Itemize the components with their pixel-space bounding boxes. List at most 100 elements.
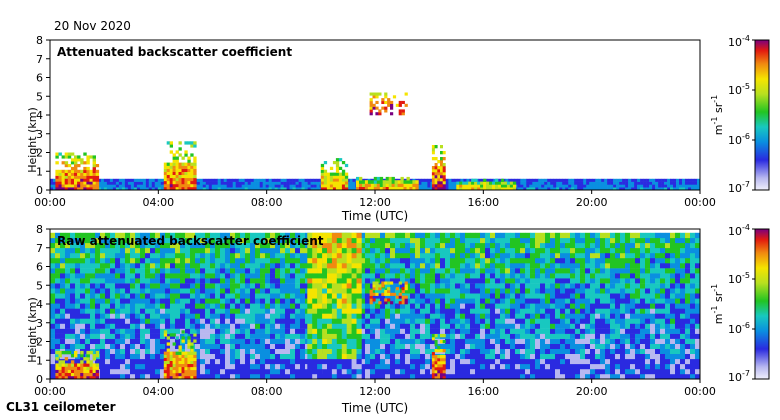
heatmap-cell	[202, 181, 207, 185]
heatmap-cell	[170, 263, 176, 269]
heatmap-cell	[225, 368, 231, 375]
heatmap-cell	[115, 328, 121, 334]
heatmap-cell	[570, 242, 576, 249]
heatmap-cell	[694, 187, 698, 191]
heatmap-cell	[580, 358, 586, 365]
heatmap-cell	[485, 358, 491, 365]
heatmap-cell	[500, 278, 506, 284]
heatmap-cell	[435, 242, 441, 249]
heatmap-cell	[135, 318, 141, 324]
heatmap-cell	[370, 247, 376, 254]
heatmap-cell	[520, 252, 526, 259]
heatmap-cell	[220, 278, 226, 284]
heatmap-cell	[115, 258, 121, 264]
heatmap-cell	[595, 258, 601, 264]
heatmap-cell	[440, 160, 443, 164]
heatmap-cell	[335, 163, 340, 168]
heatmap-cell	[585, 374, 591, 380]
heatmap-cell	[210, 343, 216, 349]
heatmap-cell	[110, 258, 116, 264]
heatmap-cell	[598, 178, 602, 182]
heatmap-cell	[256, 178, 260, 182]
heatmap-cell	[664, 184, 668, 188]
heatmap-cell	[457, 178, 461, 182]
heatmap-cell	[187, 168, 191, 172]
heatmap-cell	[560, 338, 566, 344]
heatmap-cell	[275, 323, 281, 329]
heatmap-cell	[455, 258, 461, 264]
heatmap-cell	[570, 328, 576, 334]
heatmap-cell	[280, 283, 286, 289]
heatmap-cell	[115, 237, 121, 244]
heatmap-cell	[265, 181, 269, 185]
heatmap-cell	[150, 293, 156, 299]
heatmap-marks-2	[50, 232, 701, 380]
heatmap-cell	[380, 353, 386, 360]
heatmap-cell	[625, 338, 631, 344]
heatmap-cell	[375, 273, 381, 279]
heatmap-cell	[180, 313, 186, 319]
heatmap-cell	[160, 242, 166, 249]
heatmap-cell	[360, 374, 366, 380]
heatmap-cell	[585, 353, 591, 360]
heatmap-cell	[225, 293, 231, 299]
heatmap-cell	[190, 183, 194, 188]
heatmap-cell	[450, 333, 456, 339]
heatmap-cell	[247, 181, 251, 185]
heatmap-cell	[589, 187, 593, 191]
heatmap-cell	[225, 353, 231, 360]
heatmap-cell	[580, 343, 586, 349]
heatmap-cell	[268, 187, 272, 191]
heatmap-cell	[525, 308, 531, 314]
heatmap-cell	[525, 232, 531, 239]
heatmap-cell	[570, 358, 576, 365]
heatmap-cell	[60, 298, 66, 304]
heatmap-cell	[485, 343, 491, 349]
heatmap-cell	[75, 343, 81, 349]
heatmap-cell	[295, 268, 301, 274]
heatmap-cell	[255, 343, 261, 349]
heatmap-cell	[226, 178, 230, 182]
heatmap-cell	[540, 278, 546, 284]
heatmap-cell	[390, 358, 396, 365]
heatmap-cell	[470, 237, 476, 244]
heatmap-cell	[485, 303, 491, 309]
heatmap-cell	[120, 338, 126, 344]
heatmap-cell	[430, 278, 436, 284]
heatmap-cell	[451, 178, 455, 182]
heatmap-cell	[145, 298, 151, 304]
heatmap-cell	[150, 368, 156, 375]
heatmap-cell	[85, 313, 91, 319]
heatmap-cell	[380, 313, 386, 319]
heatmap-cell	[155, 252, 161, 259]
heatmap-cell	[285, 247, 291, 254]
heatmap-cell	[244, 178, 248, 182]
heatmap-cell	[50, 358, 56, 365]
heatmap-cell	[160, 343, 166, 349]
heatmap-cell	[388, 180, 392, 184]
heatmap-cell	[650, 338, 656, 344]
heatmap-cell	[332, 187, 337, 191]
heatmap-cell	[462, 181, 466, 185]
heatmap-cell	[235, 343, 241, 349]
heatmap-cell	[505, 288, 511, 294]
heatmap-cell	[220, 283, 226, 289]
heatmap-cell	[455, 338, 461, 344]
heatmap-cell	[500, 303, 506, 309]
heatmap-cell	[298, 184, 302, 188]
heatmap-cell	[55, 232, 61, 239]
heatmap-cell	[398, 100, 402, 104]
heatmap-cell	[75, 313, 81, 319]
heatmap-cell	[360, 242, 366, 249]
heatmap-cell	[435, 278, 441, 284]
heatmap-cell	[391, 183, 395, 187]
heatmap-cell	[181, 162, 185, 166]
heatmap-cell	[565, 353, 571, 360]
heatmap-cell	[255, 358, 261, 365]
heatmap-cell	[223, 181, 227, 185]
heatmap-cell	[385, 263, 391, 269]
heatmap-cell	[645, 343, 651, 349]
heatmap-cell	[646, 181, 650, 185]
heatmap-cell	[229, 178, 233, 182]
heatmap-cell	[451, 181, 455, 185]
